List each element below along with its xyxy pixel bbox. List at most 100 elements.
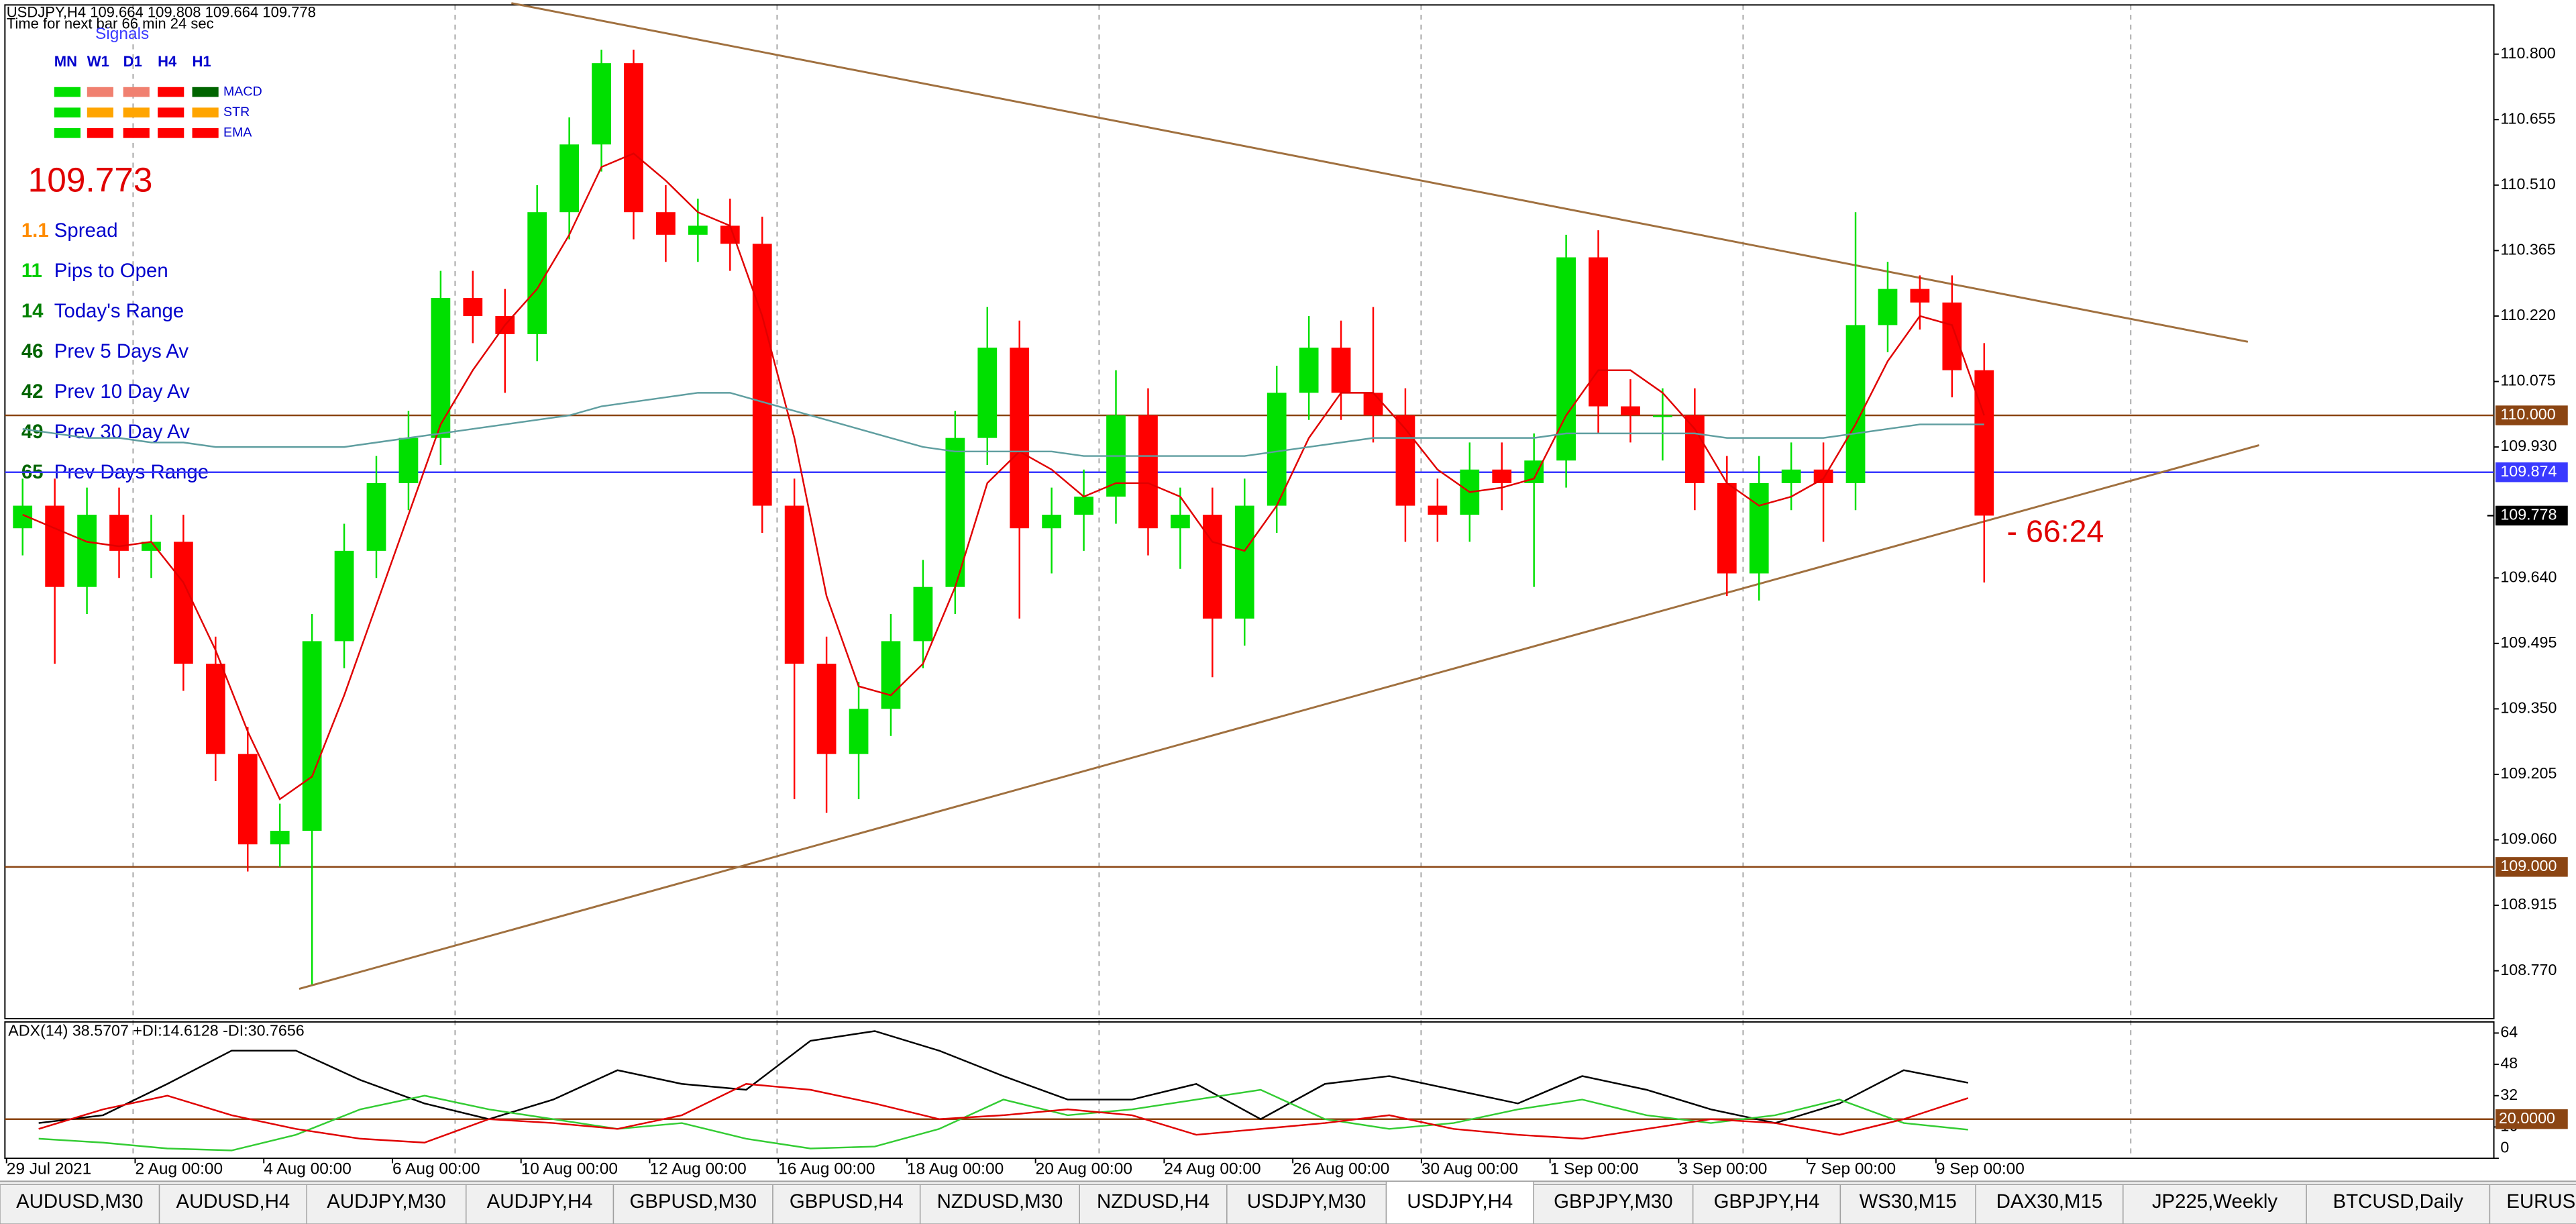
tab[interactable]: AUDUSD,H4 (158, 1184, 307, 1224)
tab-label[interactable]: AUDJPY,H4 (487, 1190, 593, 1213)
tab-background[interactable] (919, 1184, 1080, 1224)
tab-background[interactable] (2306, 1184, 2491, 1224)
adx-y-tick-label: 64 (2500, 1023, 2518, 1041)
stat-value: 46 (21, 340, 44, 362)
x-tick-label: 20 Aug 00:00 (1036, 1160, 1132, 1178)
tab-background[interactable] (1226, 1184, 1387, 1224)
candle-body (1781, 469, 1801, 483)
tab[interactable]: USDJPY,H4 (1385, 1180, 1534, 1224)
tab[interactable]: GBPJPY,H4 (1692, 1184, 1841, 1224)
y-tick-label: 110.365 (2500, 241, 2555, 258)
candle-body (527, 212, 547, 334)
indicator-line (38, 1030, 1969, 1124)
tab-label[interactable]: GBPUSD,H4 (790, 1190, 904, 1213)
tab-background[interactable] (1975, 1184, 2124, 1224)
candle-body (559, 144, 579, 213)
candle-body (237, 754, 258, 845)
tab[interactable]: DAX30,M15 (1975, 1184, 2124, 1224)
price-level-box (2496, 462, 2568, 482)
y-tick-label: 109.205 (2500, 764, 2557, 782)
signals-title: Signals (95, 25, 149, 43)
tab-label[interactable]: WS30,M15 (1860, 1190, 1957, 1213)
signal-timeframe: H4 (158, 53, 177, 70)
candle-body (45, 505, 65, 587)
tab-background[interactable] (158, 1184, 307, 1224)
tab-label[interactable]: EURUSD,H4 (2506, 1190, 2576, 1213)
tab[interactable]: GBPUSD,M30 (612, 1184, 773, 1224)
tab-label[interactable]: USDJPY,H4 (1407, 1190, 1513, 1213)
tab[interactable]: GBPUSD,H4 (772, 1184, 921, 1224)
moving-average (22, 152, 1985, 801)
tab-background[interactable] (466, 1184, 614, 1224)
plot-layer: MN W1 D1 H4 H1 MACD STR EMA 1.1 Spread 11 Pips to O… (5, 2, 2568, 1178)
stat-value: 1.1 (21, 219, 49, 242)
candle-body (688, 225, 708, 235)
adx-y-tick-label: 32 (2500, 1086, 2518, 1103)
tab[interactable]: NZDUSD,H4 (1079, 1184, 1228, 1224)
tab-label[interactable]: AUDUSD,M30 (16, 1190, 143, 1213)
candle-body (366, 482, 386, 551)
tab[interactable]: AUDJPY,M30 (306, 1184, 467, 1224)
tab-background[interactable] (2123, 1184, 2307, 1224)
tab-label[interactable]: BTCUSD,Daily (2333, 1190, 2464, 1213)
tab[interactable]: EURUSD,H4 (2489, 1184, 2576, 1224)
last-price-box (2496, 505, 2568, 526)
tab[interactable]: GBPJPY,M30 (1533, 1184, 1694, 1224)
adx-title: ADX(14) 38.5707 +DI:14.6128 -DI:30.7656 (8, 1022, 304, 1039)
tab-label[interactable]: GBPJPY,M30 (1554, 1190, 1672, 1213)
tab-label[interactable]: AUDUSD,H4 (176, 1190, 290, 1213)
y-tick-label: 110.220 (2500, 306, 2555, 323)
candle-body (174, 542, 193, 664)
candle-body (1910, 289, 1930, 303)
tab[interactable]: NZDUSD,M30 (919, 1184, 1080, 1224)
tab-label[interactable]: AUDJPY,M30 (327, 1190, 445, 1213)
candle-body (592, 63, 611, 145)
x-tick-label: 1 Sep 00:00 (1550, 1160, 1639, 1178)
tab-background[interactable] (306, 1184, 467, 1224)
x-tick-label: 10 Aug 00:00 (521, 1160, 618, 1178)
stat-label: Spread (54, 219, 118, 242)
tab-label[interactable]: JP225,Weekly (2152, 1190, 2278, 1213)
tab[interactable]: AUDUSD,M30 (0, 1184, 160, 1224)
candle-body (624, 63, 643, 213)
signal-box (192, 87, 219, 97)
candle-body (1428, 505, 1448, 515)
y-tick-label: 109.495 (2500, 633, 2557, 651)
tab-label[interactable]: NZDUSD,M30 (937, 1190, 1063, 1213)
candle-body (1589, 257, 1608, 407)
tab[interactable]: BTCUSD,Daily (2306, 1184, 2491, 1224)
candle-body (913, 586, 933, 642)
last-price-label: 109.778 (2500, 506, 2557, 523)
candle-body (1234, 505, 1254, 619)
candle-body (1363, 393, 1383, 415)
tab-background[interactable] (1385, 1180, 1534, 1224)
tab-background[interactable] (1692, 1184, 1841, 1224)
tab-label[interactable]: USDJPY,M30 (1247, 1190, 1366, 1213)
tab[interactable]: WS30,M15 (1839, 1184, 1976, 1224)
signal-box (87, 128, 113, 138)
tab-background[interactable] (2489, 1184, 2576, 1224)
stat-value: 11 (21, 260, 42, 282)
x-tick-label: 2 Aug 00:00 (135, 1160, 223, 1178)
stat-label: Prev 30 Day Av (54, 421, 190, 443)
tab-background[interactable] (772, 1184, 921, 1224)
signal-box (123, 87, 150, 97)
candle-body (302, 641, 322, 831)
signal-row-label: EMA (223, 125, 252, 140)
signal-box (54, 128, 80, 138)
signal-box (192, 128, 219, 138)
tab[interactable]: JP225,Weekly (2123, 1184, 2307, 1224)
tab-label[interactable]: GBPUSD,M30 (630, 1190, 757, 1213)
candle-body (1974, 370, 1994, 516)
tab[interactable]: AUDJPY,H4 (466, 1184, 614, 1224)
bar-countdown: - 66:24 (2007, 514, 2104, 549)
candle-body (77, 515, 97, 587)
tab-label[interactable]: DAX30,M15 (1996, 1190, 2102, 1213)
x-tick-label: 26 Aug 00:00 (1293, 1160, 1389, 1178)
candle-body (1621, 406, 1640, 415)
tab-label[interactable]: NZDUSD,H4 (1097, 1190, 1210, 1213)
stat-label: Prev 5 Days Av (54, 340, 189, 362)
tab[interactable]: USDJPY,M30 (1226, 1184, 1387, 1224)
moving-average (22, 392, 1984, 457)
tab-label[interactable]: GBPJPY,H4 (1714, 1190, 1820, 1213)
